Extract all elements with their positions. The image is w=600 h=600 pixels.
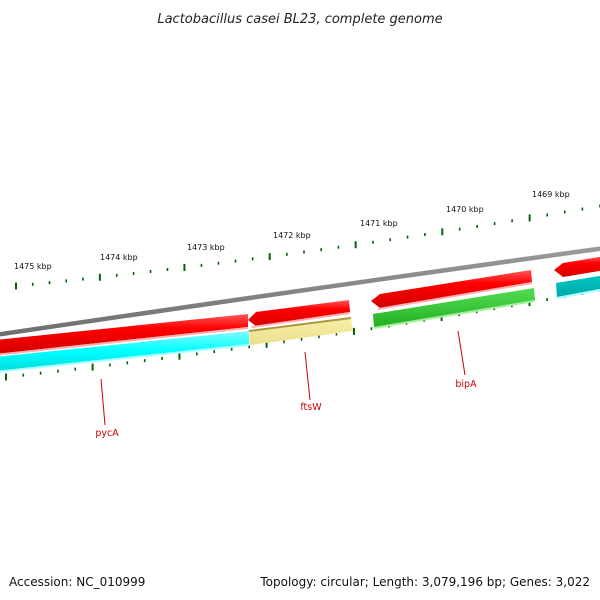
gene-shadow [0, 327, 249, 356]
gene-arrow[interactable] [0, 314, 248, 354]
gene-leaders [100, 330, 466, 426]
gene-block-yellow[interactable] [249, 318, 353, 345]
map-title: Lactobacillus casei BL23, complete genom… [157, 12, 442, 27]
ruler-label: 1469 kbp [532, 190, 570, 199]
accession-text: Accession: NC_010999 [9, 575, 145, 589]
leader-line [304, 351, 311, 401]
leader-line [457, 330, 466, 376]
gene-shadow [0, 344, 250, 373]
genome-backbone [0, 246, 600, 337]
gene-label-pycA[interactable]: pycA [95, 428, 119, 439]
leader-line [100, 378, 106, 426]
gene-shadow [377, 282, 533, 310]
gene-arrow[interactable] [248, 300, 350, 326]
gene-edge [248, 317, 352, 332]
gene-shadow [556, 288, 600, 299]
ruler-labels: 1475 kbp 1474 kbp 1473 kbp 1472 kbp 1471… [14, 190, 570, 271]
gene-block-teal[interactable] [556, 275, 600, 297]
feature-track [0, 275, 600, 373]
forward-strand-genes [0, 256, 600, 356]
gene-arrow[interactable] [371, 270, 532, 308]
gene-block-green[interactable] [373, 288, 535, 327]
ruler-label: 1473 kbp [187, 243, 225, 252]
gene-shadow [251, 312, 351, 328]
gene-shadow [373, 300, 536, 329]
gene-label-ftsW[interactable]: ftsW [300, 402, 322, 413]
ruler-label: 1472 kbp [273, 231, 311, 240]
ruler-label: 1475 kbp [14, 262, 52, 271]
gene-label-bipA[interactable]: bipA [455, 379, 477, 390]
ruler-label: 1470 kbp [446, 205, 484, 214]
gene-block-cyan[interactable] [0, 331, 249, 371]
summary-text: Topology: circular; Length: 3,079,196 bp… [259, 575, 590, 589]
ruler-label: 1471 kbp [360, 219, 398, 228]
gene-arrow[interactable] [554, 256, 600, 277]
ruler-label: 1474 kbp [100, 253, 138, 262]
